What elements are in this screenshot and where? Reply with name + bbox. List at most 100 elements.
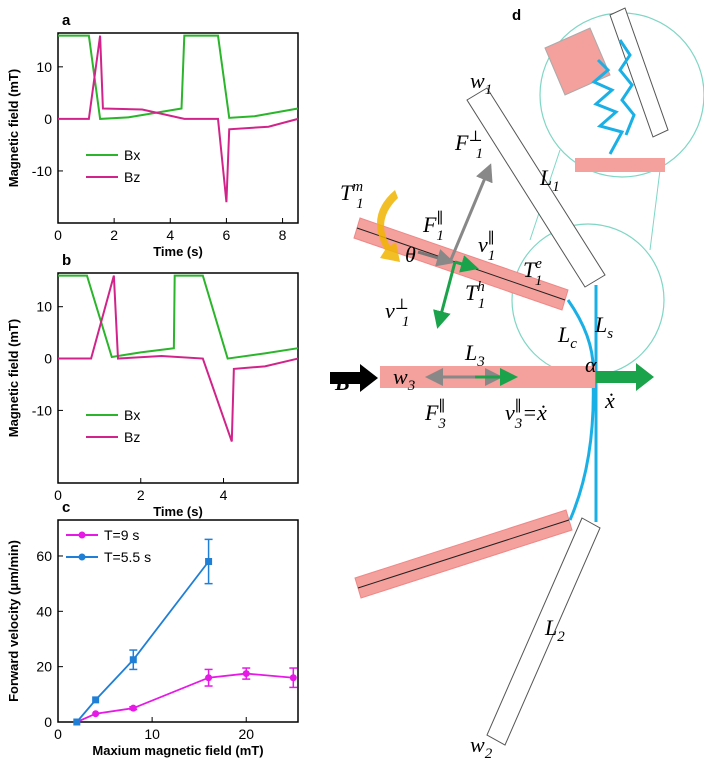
label-base: L — [464, 340, 477, 365]
diagram-label: w1 — [470, 68, 492, 98]
legend-label: Bx — [124, 147, 140, 163]
diagram-label: θ — [405, 242, 416, 267]
label-base: F — [454, 130, 469, 155]
series-line — [58, 275, 299, 442]
diagram-label: F∥ 3 — [424, 398, 446, 432]
plot-frame — [57, 519, 299, 723]
label-sub: 3 — [514, 416, 523, 432]
x-axis-label: Time (s) — [153, 244, 203, 259]
diagram-label: v∥ 1 — [478, 230, 495, 264]
x-tick-label: 10 — [144, 726, 160, 742]
label-base: v — [478, 232, 488, 257]
legend-label: Bx — [124, 407, 140, 423]
rod-2 — [486, 517, 601, 746]
label-sub: 3 — [437, 416, 446, 432]
panel-label: c — [62, 499, 70, 516]
x-tick-label: 8 — [279, 227, 287, 243]
y-tick-label: 0 — [44, 351, 52, 367]
label-sup: ∥ — [438, 398, 445, 415]
plot-frame — [57, 272, 299, 484]
diagram-label: ẋ — [604, 388, 615, 413]
label-sub: 2 — [485, 746, 493, 762]
velocity-arrow — [596, 363, 654, 391]
label-sup: h — [477, 279, 485, 295]
point — [289, 674, 297, 682]
point — [92, 696, 100, 704]
velocity-arrow — [454, 255, 479, 273]
diagram-label: v∥ 3=ẋ — [505, 398, 547, 432]
plot-frame — [57, 32, 299, 224]
y-tick-label: 0 — [44, 714, 52, 730]
legend-label: T=9 s — [104, 527, 139, 543]
point — [242, 670, 250, 678]
label-base: L — [594, 312, 607, 337]
y-axis-label: Magnetic field (mT) — [6, 319, 21, 437]
diagram-label: L1 — [539, 165, 560, 195]
legend-marker — [78, 531, 86, 539]
label-sub: 1 — [485, 82, 493, 98]
y-axis-label: Magnetic field (mT) — [6, 69, 21, 187]
zoom-line — [649, 169, 661, 251]
label-base: v — [385, 298, 395, 323]
label-sub: 1 — [436, 228, 444, 244]
zoom-block — [575, 158, 665, 172]
x-tick-label: 4 — [220, 487, 228, 503]
force-arrow — [417, 249, 455, 267]
point — [129, 704, 137, 712]
field-arrow — [330, 364, 378, 392]
x-tick-label: 20 — [238, 726, 254, 742]
y-axis-label: Forward velocity (μm/min) — [6, 540, 21, 702]
label-sup: ∥ — [488, 230, 495, 247]
x-tick-label: 2 — [137, 487, 145, 503]
label-sub: s — [607, 326, 613, 342]
x-tick-label: 2 — [110, 227, 118, 243]
series-line — [58, 274, 299, 360]
label-sub: c — [570, 336, 577, 352]
label-sub: 2 — [557, 629, 565, 645]
diagram — [330, 7, 704, 746]
legend-marker — [78, 553, 86, 561]
legend-label: Bz — [124, 169, 140, 185]
label-base: T — [523, 257, 537, 282]
y-tick-label: -10 — [32, 163, 52, 179]
label-base: θ — [405, 242, 416, 267]
force-arrow — [448, 163, 493, 263]
x-tick-label: 0 — [54, 726, 62, 742]
series-line — [76, 672, 294, 723]
panel-label: b — [62, 252, 71, 269]
diagram-label: Th 1 — [465, 279, 485, 312]
label-sub: 1 — [356, 196, 364, 212]
label-sub: 1 — [402, 314, 410, 330]
label-sub: 3 — [476, 354, 485, 370]
zoom-rod — [609, 7, 669, 138]
x-tick-label: 0 — [54, 487, 62, 503]
x-axis-label: Time (s) — [153, 504, 203, 519]
diagram-label: F∥ 1 — [422, 210, 444, 244]
diagram-label: Ls — [594, 312, 613, 342]
diagram-label: L3 — [464, 340, 485, 370]
point — [205, 558, 213, 566]
label-rest: =ẋ — [522, 400, 547, 425]
label-sup: ∥ — [436, 210, 443, 227]
series-line — [76, 560, 210, 723]
legend-label: Bz — [124, 429, 140, 445]
diagram-label: w2 — [470, 732, 493, 762]
label-sup: ∥ — [515, 398, 522, 415]
panel-label: a — [62, 12, 71, 29]
diagram-label: v⊥ 1 — [385, 297, 409, 330]
legend-label: T=5.5 s — [104, 549, 151, 565]
label-sup: e — [535, 256, 542, 272]
label-base: w — [470, 732, 485, 757]
diagram-label: Tm 1 — [340, 179, 364, 212]
label-base: F — [424, 400, 439, 425]
y-tick-label: 10 — [36, 299, 52, 315]
label-sub: 1 — [488, 248, 496, 264]
rod-1 — [466, 87, 606, 288]
label-base: B — [334, 370, 350, 395]
y-tick-label: 10 — [36, 59, 52, 75]
label-base: L — [557, 322, 570, 347]
label-base: ẋ — [604, 388, 615, 413]
y-tick-label: 40 — [36, 603, 52, 619]
point — [129, 656, 137, 664]
